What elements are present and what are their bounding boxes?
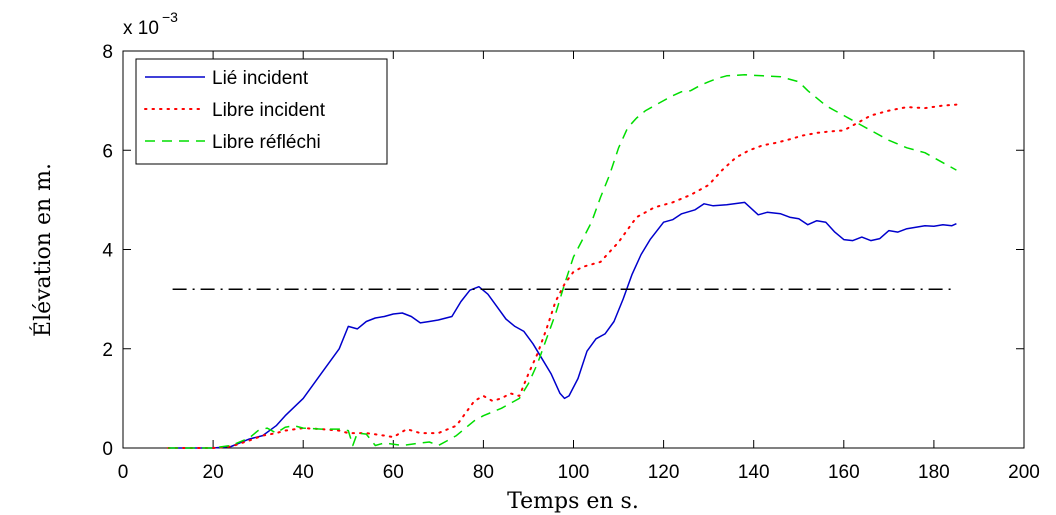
series-line-libre-reflechi (168, 74, 957, 449)
y-tick-label: 6 (102, 141, 113, 162)
series-layer (167, 74, 958, 449)
series-line-libre-incident (167, 103, 958, 449)
x-tick-label: 120 (648, 462, 680, 483)
y-tick-label: 0 (102, 439, 113, 460)
x-tick-label: 0 (118, 462, 129, 483)
x-axis-title: Temps en s. (507, 489, 639, 514)
x-tick-label: 60 (383, 462, 404, 483)
x-tick-label: 20 (203, 462, 224, 483)
y-multiplier-base: x 10 (123, 18, 159, 39)
y-multiplier-exponent: −3 (162, 9, 178, 25)
y-tick-label: 2 (102, 340, 113, 361)
legend-label-libre-incident: Libre incident (212, 100, 326, 121)
legend-label-lie-incident: Lié incident (212, 68, 309, 89)
x-tick-label: 200 (1008, 462, 1040, 483)
legend-label-libre-reflechi: Libre réfléchi (212, 132, 321, 153)
series-line-lie-incident (168, 201, 957, 449)
legend: Lié incident Libre incident Libre réfléc… (135, 58, 388, 165)
x-tick-label: 160 (828, 462, 860, 483)
y-axis-title: Élévation en m. (29, 163, 56, 337)
y-tick-label: 4 (102, 241, 113, 262)
x-tick-label: 140 (738, 462, 770, 483)
y-tick-label: 8 (102, 42, 113, 63)
x-tick-label: 80 (473, 462, 494, 483)
x-tick-label: 40 (293, 462, 314, 483)
x-tick-label: 100 (558, 462, 590, 483)
y-multiplier: x 10 −3 (123, 9, 178, 39)
x-tick-label: 180 (918, 462, 950, 483)
axis-ticks: 0 20 40 60 80 100 120 140 160 180 200 0 2 4 6 8 (102, 42, 1039, 483)
